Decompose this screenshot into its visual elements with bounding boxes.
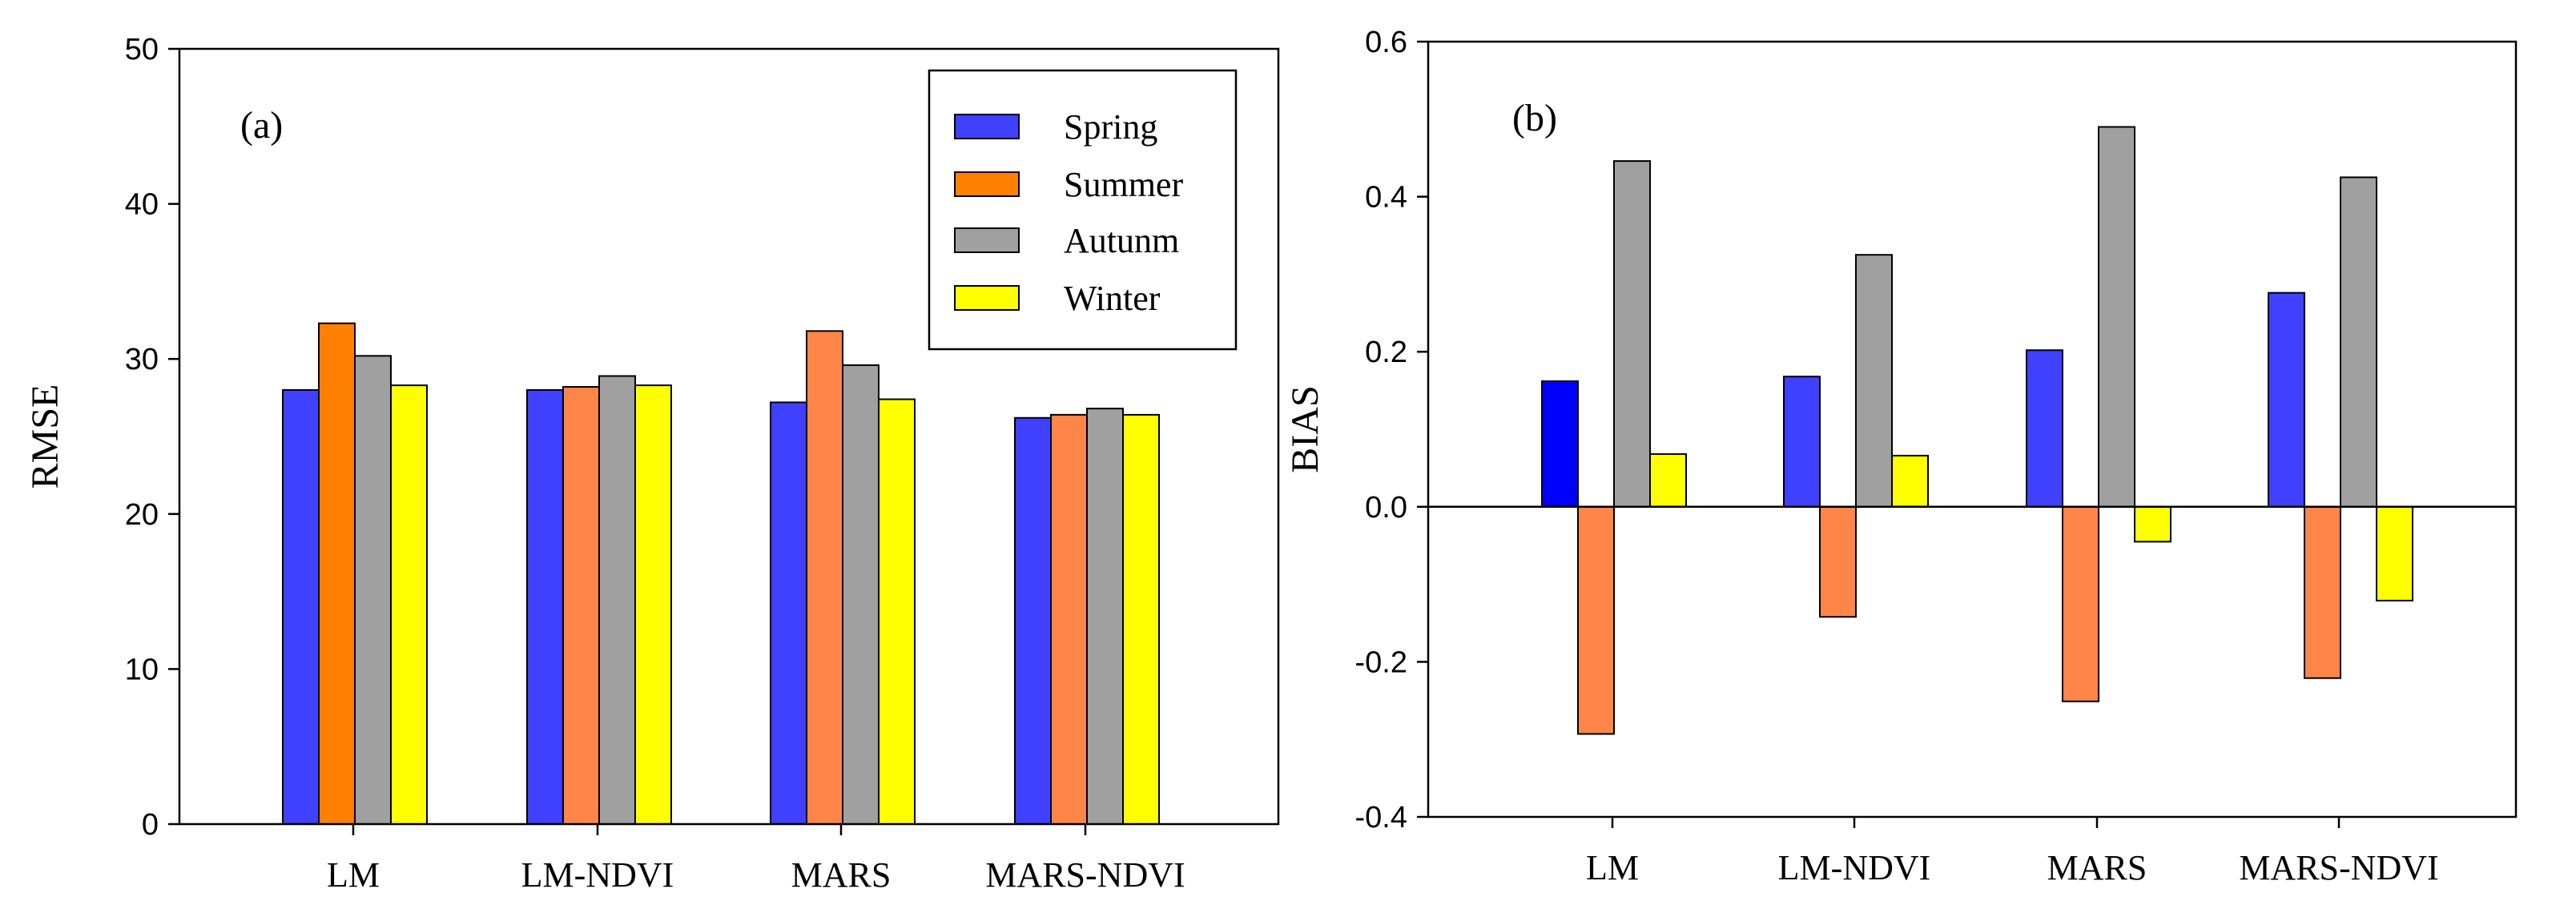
bar-spring-lm [282, 388, 320, 826]
y-tick-label: -0.4 [1355, 801, 1407, 835]
plot-frame [1427, 40, 2518, 818]
bar-summer-lm-ndvi [562, 386, 600, 826]
bar-spring-mars [770, 401, 807, 825]
y-axis-title: RMSE [24, 384, 66, 489]
bar-winter-lm [1649, 452, 1687, 508]
bar-autunm-lm [1613, 160, 1651, 508]
bar-summer-mars [2062, 505, 2099, 702]
x-tick-label: LM [1586, 848, 1639, 887]
panel-label: (a) [240, 104, 283, 147]
legend-swatch-spring [954, 114, 1020, 139]
bar-summer-mars-ndvi [2304, 505, 2341, 679]
chart-panel-a: 0 10 20 30 40 50 LM LM-NDVI MARS MARS-NDVI RMSE (a)… [24, 33, 1280, 895]
bar-spring-mars [2026, 349, 2063, 508]
y-tick-label: 0.4 [1365, 181, 1407, 215]
bar-summer-lm-ndvi [1819, 505, 1857, 618]
bar-spring-mars-ndvi [2268, 292, 2305, 508]
y-tick-label: 50 [125, 33, 159, 66]
y-tick-label: 20 [125, 498, 159, 532]
panel-label: (b) [1512, 97, 1557, 139]
legend-swatch-winter [954, 285, 1020, 311]
bar-autunm-mars-ndvi [1086, 408, 1124, 826]
x-tick-label: MARS-NDVI [2239, 848, 2438, 887]
bar-winter-lm-ndvi [1891, 454, 1929, 508]
x-tick-label: MARS [791, 855, 892, 895]
legend: Spring Summer Autunm Winter [928, 69, 1238, 351]
bar-summer-mars [806, 330, 843, 825]
bar-autunm-lm [354, 355, 392, 825]
y-axis-title: BIAS [1284, 385, 1326, 473]
bar-winter-mars-ndvi [2376, 505, 2413, 601]
y-tick-label: -0.2 [1355, 646, 1407, 679]
legend-label: Spring [1064, 107, 1157, 147]
x-tick-label: LM-NDVI [521, 855, 674, 895]
bar-autunm-mars-ndvi [2340, 176, 2377, 508]
bar-autunm-mars [2098, 126, 2135, 508]
bar-spring-mars-ndvi [1014, 416, 1052, 825]
bar-spring-lm [1541, 380, 1579, 508]
legend-label: Winter [1064, 279, 1161, 318]
x-tick-label: MARS [2047, 848, 2147, 887]
bar-autunm-lm-ndvi [1855, 254, 1893, 508]
bar-winter-mars-ndvi [1122, 413, 1160, 825]
bar-summer-lm [318, 322, 356, 825]
bar-summer-mars-ndvi [1050, 413, 1088, 825]
plot-frame [178, 47, 1280, 826]
x-tick-label: LM-NDVI [1778, 848, 1931, 887]
y-tick-label: 0.6 [1365, 26, 1407, 59]
chart-panel-b: -0.4 -0.2 0.0 0.2 0.4 0.6 LM LM-NDVI MARS MARS-ND… [1284, 26, 2518, 887]
y-tick-label: 10 [125, 653, 159, 686]
bar-spring-lm-ndvi [526, 388, 564, 826]
legend-label: Summer [1064, 165, 1183, 204]
bar-autunm-lm-ndvi [598, 375, 636, 826]
legend-swatch-summer [954, 171, 1020, 197]
legend-swatch-autunm [954, 227, 1020, 253]
legend-label: Autunm [1064, 221, 1179, 260]
bar-winter-lm [390, 384, 428, 825]
bar-winter-mars [878, 398, 916, 825]
bar-spring-lm-ndvi [1783, 376, 1821, 508]
y-tick-label: 0 [142, 808, 159, 842]
bar-winter-mars [2134, 505, 2171, 543]
bar-autunm-mars [842, 364, 879, 826]
bar-summer-lm [1577, 505, 1615, 735]
x-tick-label: LM [327, 855, 380, 895]
x-tick-label: MARS-NDVI [985, 855, 1185, 895]
y-tick-label: 30 [125, 343, 159, 376]
y-tick-label: 40 [125, 188, 159, 222]
y-tick-label: 0.2 [1365, 336, 1407, 369]
y-tick-label: 0.0 [1365, 491, 1407, 525]
bar-winter-lm-ndvi [634, 384, 672, 825]
